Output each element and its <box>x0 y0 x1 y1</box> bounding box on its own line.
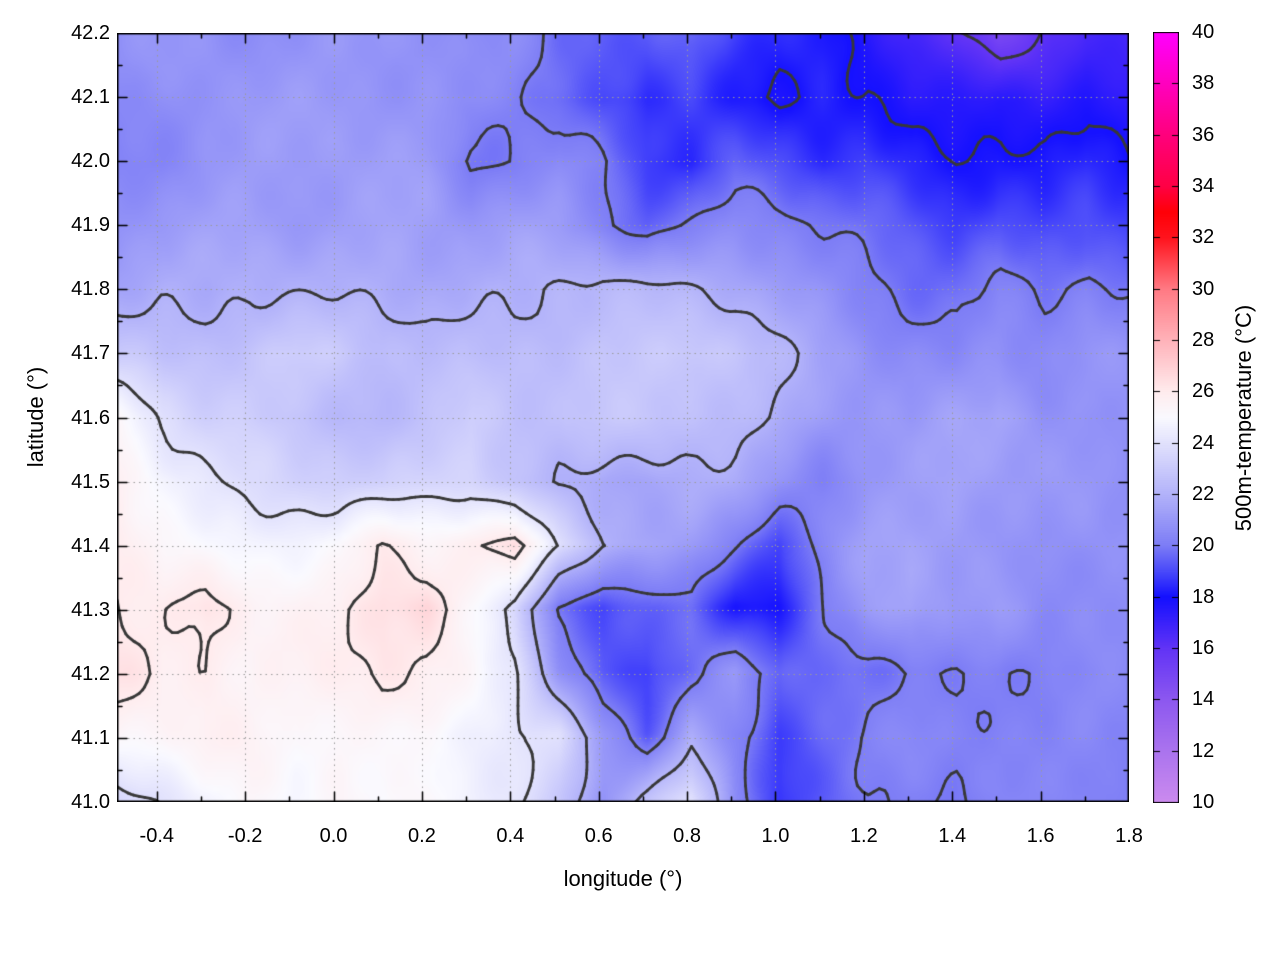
y-axis-label: latitude (°) <box>23 366 48 468</box>
colorbar-tick-label: 14 <box>1192 688 1215 711</box>
colorbar-tick-label: 38 <box>1192 72 1215 95</box>
y-tick-label: 42.1 <box>71 86 110 109</box>
x-tick-label: 0.8 <box>673 825 701 847</box>
y-tick-label: 41.8 <box>71 278 110 301</box>
x-tick-label: 1.0 <box>761 825 790 847</box>
colorbar-tick-label: 30 <box>1192 277 1215 300</box>
x-tick-label: 0.0 <box>319 825 348 847</box>
x-axis-label: longitude (°) <box>563 866 683 891</box>
x-tick-label: 1.6 <box>1026 825 1055 847</box>
colorbar-canvas <box>1153 32 1179 803</box>
colorbar-tick-label: 22 <box>1192 483 1215 505</box>
colorbar-label: 500m-temperature (°C) <box>1231 304 1256 532</box>
colorbar-tick-label: 36 <box>1192 123 1215 146</box>
colorbar-tick-label: 40 <box>1192 21 1215 43</box>
x-tick-label: 1.2 <box>849 825 878 847</box>
colorbar-tick-label: 20 <box>1192 534 1215 557</box>
y-tick-label: 41.9 <box>71 214 110 237</box>
colorbar-tick-label: 12 <box>1192 739 1215 762</box>
colorbar-tick-label: 32 <box>1192 226 1215 249</box>
y-tick-label: 41.2 <box>71 662 110 685</box>
temperature-heatmap-canvas <box>117 33 1129 802</box>
x-tick-label: 0.2 <box>408 825 436 847</box>
colorbar-tick-label: 16 <box>1192 637 1215 659</box>
y-tick-label: 41.4 <box>71 534 110 557</box>
y-tick-label: 42.2 <box>71 22 110 44</box>
y-tick-label: 41.6 <box>71 406 110 429</box>
x-tick-label: -0.4 <box>139 825 174 847</box>
colorbar-tick-label: 18 <box>1192 585 1215 608</box>
colorbar-tick-label: 26 <box>1192 380 1215 403</box>
colorbar-tick-label: 10 <box>1192 791 1215 813</box>
y-tick-label: 42.0 <box>71 150 110 173</box>
x-tick-label: -0.2 <box>227 825 263 847</box>
y-tick-label: 41.3 <box>71 598 110 621</box>
y-tick-label: 41.1 <box>71 726 110 749</box>
x-tick-label: 1.4 <box>938 825 967 847</box>
y-tick-label: 41.7 <box>71 342 110 365</box>
x-tick-label: 1.8 <box>1115 825 1143 847</box>
y-tick-label: 41.5 <box>71 470 110 493</box>
colorbar-tick-label: 24 <box>1192 431 1215 454</box>
x-tick-label: 0.4 <box>496 825 525 847</box>
y-tick-label: 41.0 <box>71 791 110 813</box>
colorbar-tick-label: 28 <box>1192 329 1215 351</box>
x-tick-label: 0.6 <box>584 825 613 847</box>
colorbar-tick-label: 34 <box>1192 175 1215 197</box>
